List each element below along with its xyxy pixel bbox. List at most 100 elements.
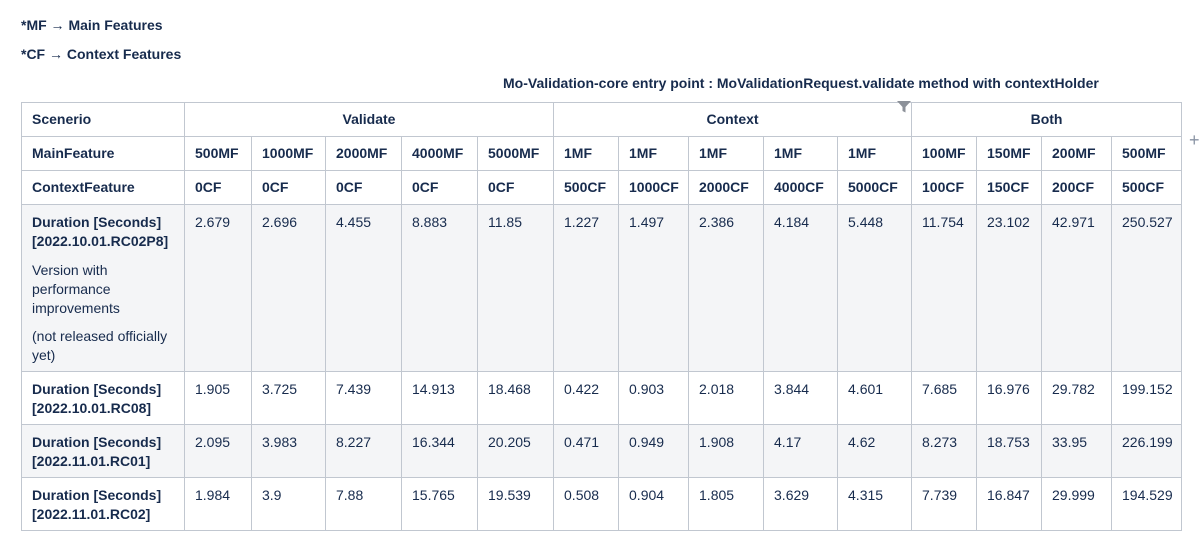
- table-cell: 100MF: [911, 136, 978, 171]
- table-cell: 7.88: [325, 477, 402, 531]
- table-cell: 20.205: [476, 424, 555, 478]
- table-cell: 1MF: [688, 136, 765, 171]
- table-cell: 19.539: [476, 477, 555, 531]
- context-group-header: Context: [553, 102, 913, 137]
- table-cell: 2.018: [688, 371, 765, 425]
- table-cell: 0CF: [184, 170, 252, 205]
- table-cell: 0.949: [618, 424, 690, 478]
- table-cell: 1MF: [553, 136, 620, 171]
- table-cell: 1.984: [184, 477, 252, 531]
- table-cell: 1MF: [763, 136, 839, 171]
- table-cell: 1.905: [184, 371, 252, 425]
- table-cell: 5000CF: [837, 170, 913, 205]
- table-caption: Mo-Validation-core entry point : MoValid…: [503, 75, 1099, 91]
- table-cell: 3.844: [763, 371, 839, 425]
- table-cell: 2000MF: [325, 136, 402, 171]
- table-cell: 4.17: [763, 424, 839, 478]
- table-cell: 4.62: [837, 424, 913, 478]
- main-feature-label: MainFeature: [21, 136, 185, 171]
- table-cell: 4000MF: [401, 136, 478, 171]
- table-cell: 14.913: [401, 371, 478, 425]
- table-cell: 1MF: [618, 136, 690, 171]
- note-context-features: *CF → Context Features: [21, 46, 182, 62]
- table-cell: 4.455: [325, 204, 402, 372]
- table-cell: 4.315: [837, 477, 913, 531]
- note-main-features: *MF → Main Features: [21, 17, 163, 33]
- table-cell: 8.227: [325, 424, 402, 478]
- table-cell: 1.805: [688, 477, 765, 531]
- table-cell: 7.739: [911, 477, 978, 531]
- table-cell: 0CF: [476, 170, 555, 205]
- row-header: Duration [Seconds] [2022.10.01.RC02P8] V…: [21, 204, 185, 372]
- table-cell: 500CF: [1111, 170, 1183, 205]
- table-cell: 15.765: [401, 477, 478, 531]
- table-cell: 2.679: [184, 204, 252, 372]
- table-cell: 2.696: [251, 204, 326, 372]
- table-cell: 0.903: [618, 371, 690, 425]
- table-cell: 194.529: [1111, 477, 1183, 531]
- table-cell: 0CF: [251, 170, 326, 205]
- table-cell: 100CF: [911, 170, 978, 205]
- table-cell: 11.754: [911, 204, 978, 372]
- table-cell: 11.85: [476, 204, 555, 372]
- table-row: Duration [Seconds] [2022.10.01.RC02P8] V…: [21, 204, 1183, 372]
- table-cell: 18.753: [976, 424, 1043, 478]
- table-cell: 3.983: [251, 424, 326, 478]
- main-feature-row: MainFeature 500MF 1000MF 2000MF 4000MF 5…: [21, 136, 1183, 171]
- table-cell: 3.629: [763, 477, 839, 531]
- table-cell: 199.152: [1111, 371, 1183, 425]
- table-cell: 500CF: [553, 170, 620, 205]
- row-note: Version with performance improvements: [32, 262, 120, 316]
- table-cell: 29.999: [1041, 477, 1113, 531]
- table-cell: 4.601: [837, 371, 913, 425]
- table-row: Duration [Seconds] [2022.10.01.RC08] 1.9…: [21, 371, 1183, 425]
- table-cell: 0CF: [325, 170, 402, 205]
- table-cell: 4.184: [763, 204, 839, 372]
- table-cell: 226.199: [1111, 424, 1183, 478]
- table-cell: 2.386: [688, 204, 765, 372]
- table-cell: 200MF: [1041, 136, 1113, 171]
- table-cell: 2000CF: [688, 170, 765, 205]
- table-cell: 1000CF: [618, 170, 690, 205]
- table-cell: 500MF: [1111, 136, 1183, 171]
- table-cell: 8.273: [911, 424, 978, 478]
- plus-icon[interactable]: +: [1189, 130, 1200, 150]
- table-cell: 2.095: [184, 424, 252, 478]
- table-cell: 0.508: [553, 477, 620, 531]
- table-cell: 250.527: [1111, 204, 1183, 372]
- table-cell: 0.422: [553, 371, 620, 425]
- table-cell: 42.971: [1041, 204, 1113, 372]
- table-cell: 16.344: [401, 424, 478, 478]
- table-cell: 150MF: [976, 136, 1043, 171]
- filter-icon[interactable]: [896, 100, 912, 114]
- context-feature-label: ContextFeature: [21, 170, 185, 205]
- table-cell: 18.468: [476, 371, 555, 425]
- row-label: Duration [Seconds] [2022.11.01.RC01]: [21, 424, 185, 478]
- validate-group-header: Validate: [183, 102, 555, 137]
- table-cell: 16.976: [976, 371, 1043, 425]
- table-cell: 5.448: [837, 204, 913, 372]
- both-group-header: Both: [911, 102, 1183, 137]
- table-cell: 3.9: [251, 477, 326, 531]
- table-cell: 4000CF: [763, 170, 839, 205]
- row-label: Duration [Seconds] [2022.10.01.RC02P8]: [32, 214, 169, 249]
- row-note: (not released officially yet): [32, 328, 168, 363]
- table-cell: 1000MF: [251, 136, 326, 171]
- table-cell: 150CF: [976, 170, 1043, 205]
- table-cell: 0.471: [553, 424, 620, 478]
- table-cell: 1MF: [837, 136, 913, 171]
- table-row: Duration [Seconds] [2022.11.01.RC02] 1.9…: [21, 477, 1183, 531]
- table-cell: 0CF: [401, 170, 478, 205]
- table-cell: 1.227: [553, 204, 620, 372]
- table-cell: 7.685: [911, 371, 978, 425]
- table-cell: 29.782: [1041, 371, 1113, 425]
- table-cell: 500MF: [184, 136, 252, 171]
- scenario-header: Scenerio: [21, 102, 185, 137]
- table-cell: 0.904: [618, 477, 690, 531]
- table-cell: 7.439: [325, 371, 402, 425]
- row-label: Duration [Seconds] [2022.10.01.RC08]: [21, 371, 185, 425]
- table-cell: 23.102: [976, 204, 1043, 372]
- table-cell: 3.725: [251, 371, 326, 425]
- context-feature-row: ContextFeature 0CF 0CF 0CF 0CF 0CF 500CF…: [21, 170, 1183, 205]
- table-cell: 1.908: [688, 424, 765, 478]
